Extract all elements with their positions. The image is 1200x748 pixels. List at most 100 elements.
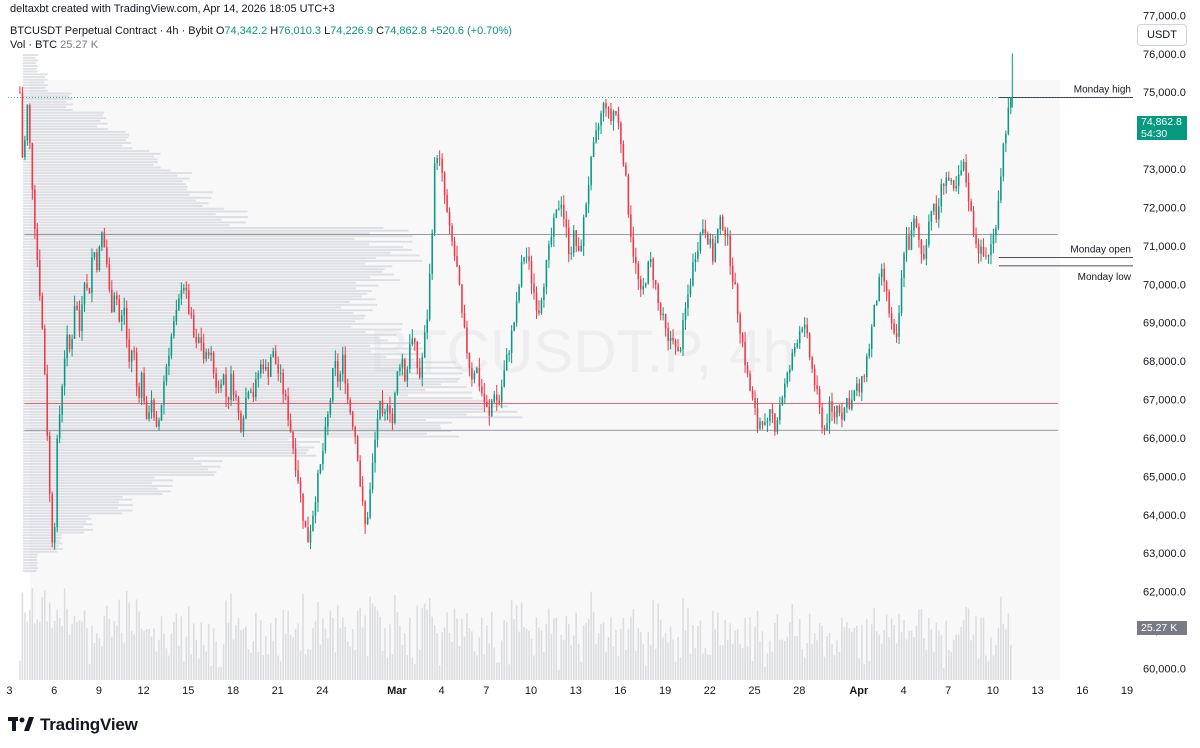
candle-body	[366, 517, 369, 525]
volume-bar	[327, 638, 329, 680]
candle-body	[818, 389, 821, 408]
volume-bar	[364, 615, 366, 680]
volume-bar	[500, 640, 503, 680]
candle-body	[716, 229, 719, 243]
candle-body	[200, 337, 202, 344]
volume-bar	[558, 669, 560, 680]
volume-profile-row	[22, 111, 105, 114]
candles[interactable]	[19, 53, 1013, 550]
volume-bar	[116, 625, 118, 680]
candle-body	[91, 257, 93, 294]
volume-bar	[677, 637, 679, 680]
candle-body	[816, 385, 818, 390]
candle-body	[637, 263, 640, 280]
volume-bar	[339, 627, 342, 680]
candle-body	[972, 210, 975, 235]
volume-bar	[401, 644, 404, 680]
candle-body	[513, 322, 515, 331]
volume-profile-row	[22, 259, 423, 262]
price-axis[interactable]: 60,000.061,000.062,000.063,000.064,000.0…	[1143, 10, 1186, 675]
candle-body	[853, 390, 856, 400]
volume-bar	[441, 632, 443, 680]
candle-body	[796, 343, 799, 348]
volume-profile-row	[22, 399, 495, 402]
volume-profile-row	[22, 67, 37, 70]
volume-profile-row	[22, 177, 190, 180]
volume-bar	[866, 619, 868, 680]
candle-body	[975, 234, 977, 245]
candle-body	[371, 462, 374, 490]
low-label: L	[324, 25, 331, 37]
candle-body	[433, 163, 436, 234]
volume-bar	[563, 639, 565, 680]
candle-body	[272, 351, 275, 358]
candle-body	[806, 324, 808, 334]
candle-body	[530, 261, 533, 284]
price-tick-label: 72,000.0	[1143, 202, 1186, 214]
symbol-info: BTCUSDT Perpetual Contract · 4h · Bybit …	[10, 25, 512, 37]
candle-body	[567, 227, 570, 255]
time-axis[interactable]: 3 6 9 12 15 18 21 24 Mar 4 7 10 13 16 19 22 25 28 Apr 4 7 10 1…	[6, 685, 1133, 697]
volume-bar	[657, 603, 659, 680]
candle-body	[130, 350, 133, 362]
tradingview-brand[interactable]: TradingView	[8, 712, 138, 738]
volume-bar	[672, 639, 674, 680]
volume-bar	[466, 613, 468, 680]
price-tick-label: 62,000.0	[1143, 587, 1186, 599]
volume-profile-row	[22, 290, 372, 293]
candle-body	[369, 489, 371, 518]
volume-bar	[592, 612, 595, 680]
volume-bar	[793, 636, 796, 680]
candle-body	[495, 394, 498, 401]
time-tick-label: 4	[439, 685, 445, 697]
candle-body	[632, 236, 635, 257]
volume-bar	[816, 640, 818, 680]
candle-body	[647, 261, 650, 284]
volume-profile-row	[22, 166, 161, 169]
volume-bar	[188, 606, 190, 680]
volume-profile-row	[22, 550, 58, 553]
volume-bar	[491, 611, 493, 680]
volume-profile-row	[22, 391, 472, 394]
volume-bar	[212, 628, 215, 680]
volume-bar	[513, 619, 515, 680]
volume-profile-row	[22, 301, 350, 304]
volume-profile-row	[22, 89, 48, 92]
volume-profile-row	[22, 147, 133, 150]
candle-body	[669, 337, 672, 341]
volume-bar	[940, 635, 943, 680]
candle-body	[895, 333, 898, 338]
currency-button[interactable]: USDT	[1137, 24, 1187, 46]
volume-profile-row	[22, 350, 372, 353]
volume-profile-row	[22, 161, 158, 164]
volume-profile-row	[22, 427, 441, 430]
session-range-background	[30, 80, 1060, 680]
volume-bar	[225, 600, 227, 680]
candle-body	[580, 245, 582, 251]
volume-profile-row	[22, 451, 307, 454]
monday-low-label: Monday low	[1078, 272, 1132, 283]
candle-body	[612, 110, 615, 122]
volume-bar	[314, 621, 317, 680]
candle-body	[791, 352, 794, 370]
volume-bar	[26, 621, 29, 680]
volume-bar	[505, 621, 508, 680]
price-tick-label: 71,000.0	[1143, 241, 1186, 253]
volume-bar	[515, 605, 518, 680]
volume-bar	[905, 639, 908, 680]
volume-profile-row	[22, 144, 123, 147]
candle-body	[682, 320, 684, 350]
candle-body	[165, 366, 168, 382]
candle-body	[977, 244, 980, 254]
volume-bar	[483, 654, 486, 680]
candle-body	[627, 175, 630, 215]
volume-bar	[910, 630, 913, 680]
volume-profile-row	[22, 130, 126, 133]
volume-bar	[699, 620, 702, 680]
candle-body	[356, 436, 359, 461]
volume-bar	[438, 665, 441, 680]
volume-profile-row	[22, 515, 89, 518]
volume-profile-row	[22, 471, 217, 474]
volume-profile-row	[22, 462, 202, 465]
